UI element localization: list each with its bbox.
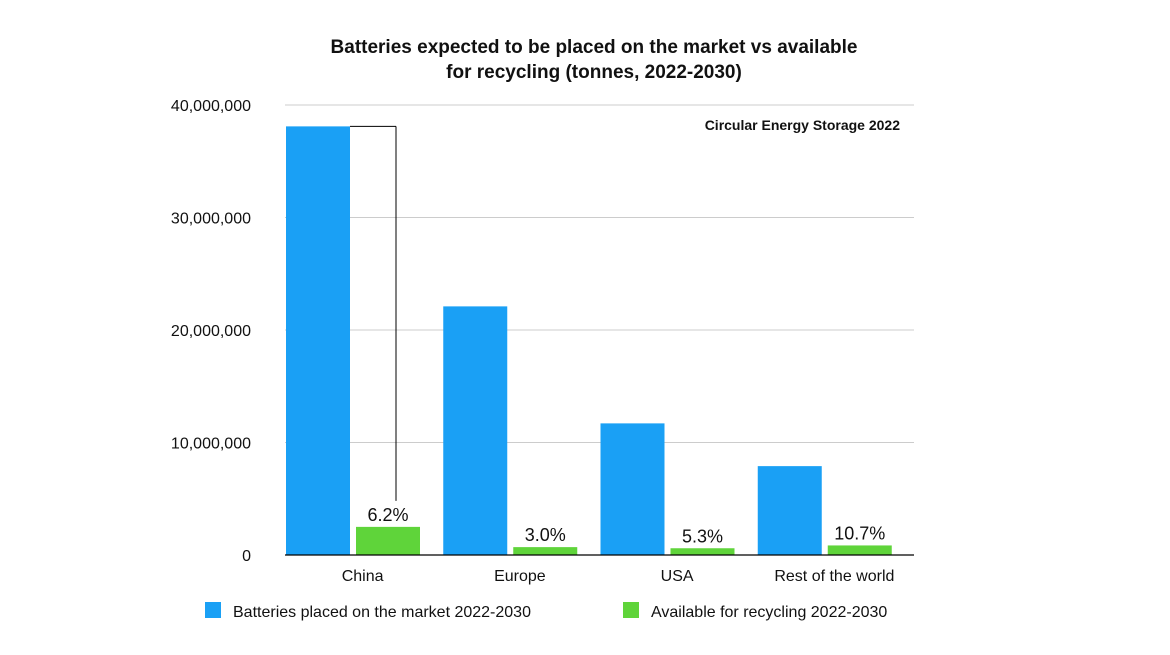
category-label-rest-of-the-world: Rest of the world: [774, 568, 894, 585]
bar-market-rest-of-the-world: [757, 466, 822, 555]
category-label-china: China: [342, 568, 384, 585]
bars: [286, 126, 892, 555]
bar-market-china: [286, 126, 350, 555]
data-label-europe: 3.0%: [525, 525, 566, 545]
y-tick-label: 40,000,000: [171, 98, 251, 115]
bar-recycling-china: [356, 526, 420, 555]
y-axis-ticks: 0 10,000,000 20,000,000 30,000,000 40,000,00…: [171, 98, 251, 565]
chart-title-line-1: Batteries expected to be placed on the m…: [331, 37, 858, 58]
category-labels: China Europe USA Rest of the world: [342, 568, 895, 585]
bar-market-usa: [600, 423, 665, 555]
source-note: Circular Energy Storage 2022: [705, 117, 901, 133]
legend-swatch-recycling: [623, 602, 639, 618]
legend-label-market: Batteries placed on the market 2022-2030: [233, 604, 531, 621]
y-tick-label: 0: [242, 548, 251, 565]
gridlines: [285, 104, 914, 443]
data-label-china: 6.2%: [367, 505, 408, 525]
legend: Batteries placed on the market 2022-2030…: [205, 602, 887, 621]
bar-recycling-rest-of-the-world: [827, 545, 892, 555]
data-label-rest-of-the-world: 10.7%: [834, 523, 885, 543]
y-tick-label: 10,000,000: [171, 436, 251, 453]
chart-title-line-2: for recycling (tonnes, 2022-2030): [446, 62, 742, 83]
legend-swatch-market: [205, 602, 221, 618]
data-labels: 6.2% 3.0% 5.3% 10.7%: [367, 505, 885, 546]
legend-label-recycling: Available for recycling 2022-2030: [651, 604, 887, 621]
y-tick-label: 20,000,000: [171, 323, 251, 340]
bar-recycling-europe: [513, 547, 578, 555]
y-tick-label: 30,000,000: [171, 211, 251, 228]
bar-market-europe: [443, 306, 508, 555]
data-label-usa: 5.3%: [682, 526, 723, 546]
category-label-europe: Europe: [494, 568, 546, 585]
bar-recycling-usa: [670, 548, 735, 555]
category-label-usa: USA: [661, 568, 694, 585]
